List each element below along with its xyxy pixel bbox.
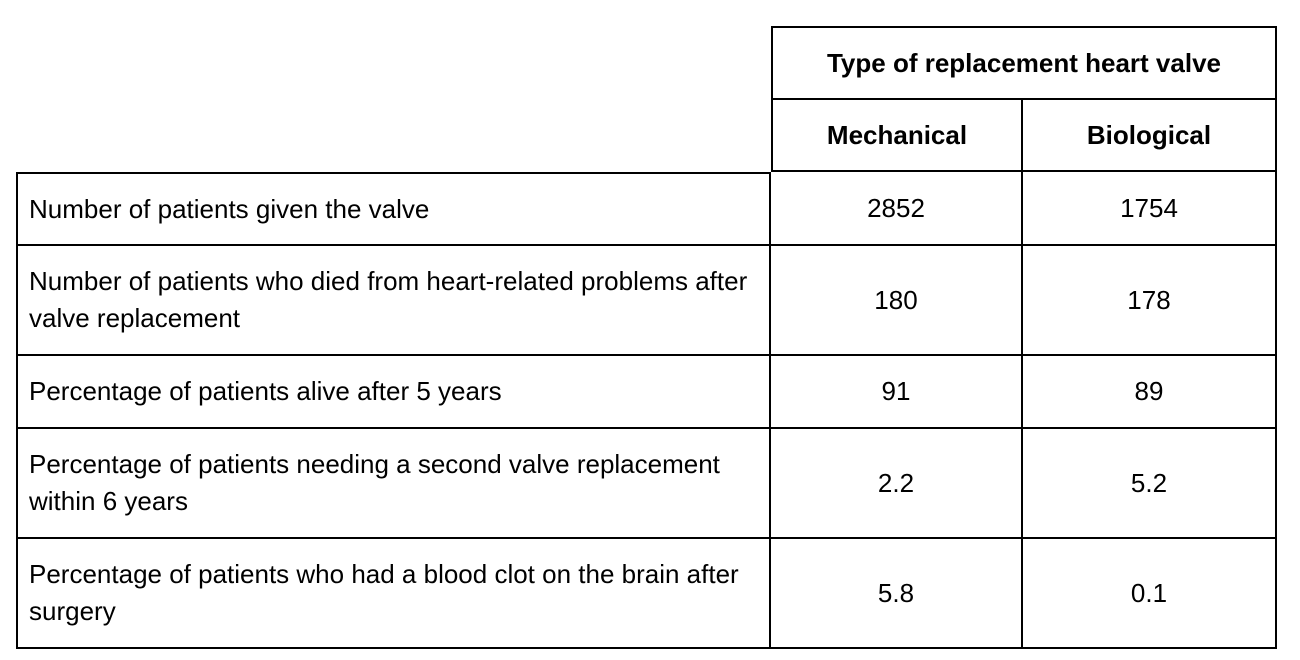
biological-value: 178 [1023,246,1277,356]
column-header-mechanical: Mechanical [771,100,1023,172]
mechanical-value: 2.2 [771,429,1023,539]
mechanical-value: 180 [771,246,1023,356]
biological-value: 89 [1023,356,1277,429]
mechanical-value: 5.8 [771,539,1023,649]
biological-value: 5.2 [1023,429,1277,539]
mechanical-value: 2852 [771,172,1023,246]
row-label: Percentage of patients needing a second … [16,429,771,539]
valve-comparison-table: Type of replacement heart valve Mechanic… [16,26,1277,649]
mechanical-value: 91 [771,356,1023,429]
row-label: Number of patients given the valve [16,172,771,246]
header-group-title: Type of replacement heart valve [771,26,1277,100]
row-label: Percentage of patients who had a blood c… [16,539,771,649]
biological-value: 0.1 [1023,539,1277,649]
row-label: Number of patients who died from heart-r… [16,246,771,356]
biological-value: 1754 [1023,172,1277,246]
row-label: Percentage of patients alive after 5 yea… [16,356,771,429]
column-header-biological: Biological [1023,100,1277,172]
